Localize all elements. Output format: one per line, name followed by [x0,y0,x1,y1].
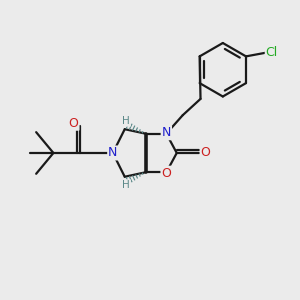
Text: N: N [108,146,118,160]
Text: H: H [122,180,130,190]
Text: H: H [122,116,130,126]
Text: O: O [201,146,211,160]
Text: O: O [161,167,171,180]
Text: N: N [162,126,171,139]
Text: Cl: Cl [266,46,278,59]
Text: O: O [69,117,79,130]
